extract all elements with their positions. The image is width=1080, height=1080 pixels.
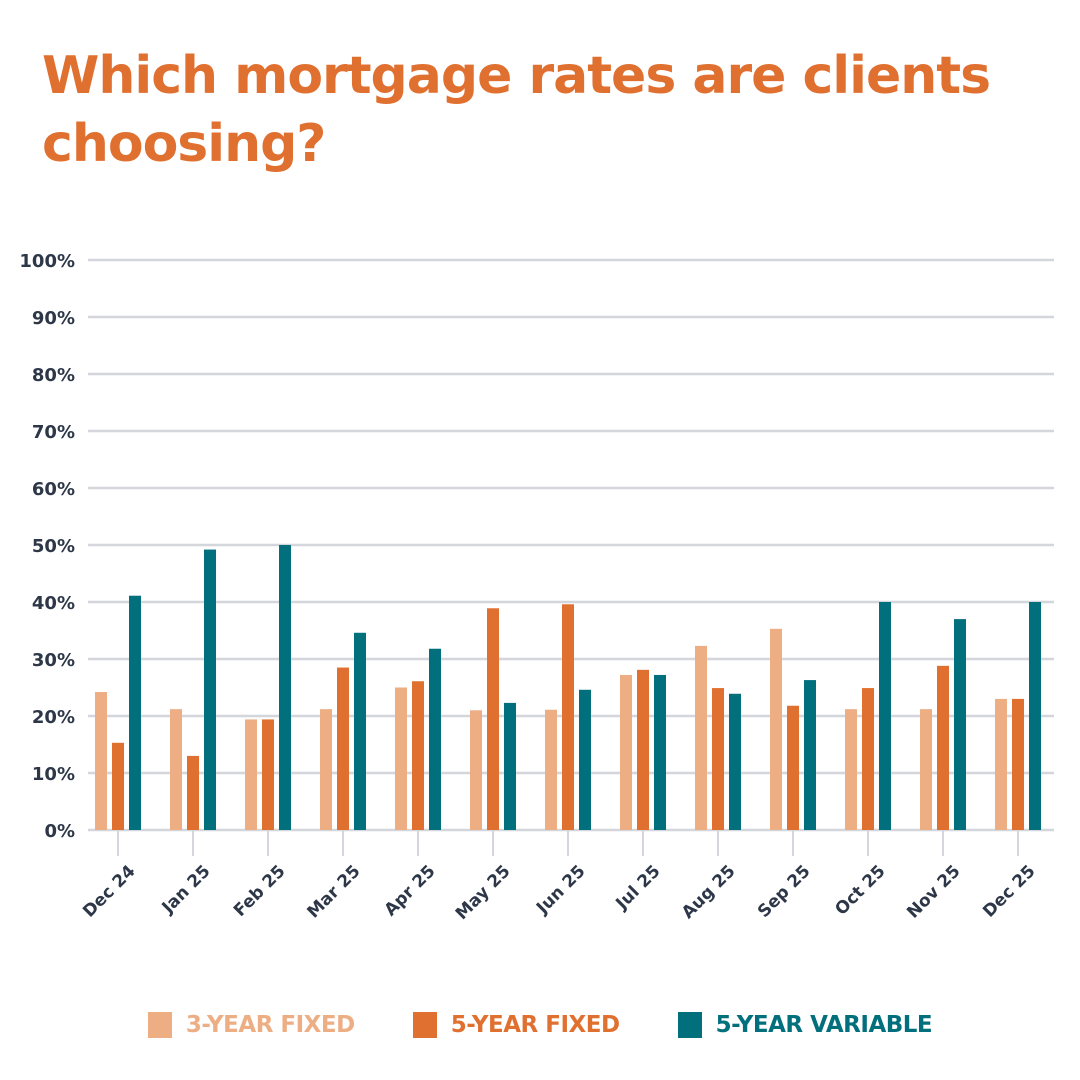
legend: 3-YEAR FIXED 5-YEAR FIXED 5-YEAR VARIABL… <box>0 1012 1080 1038</box>
y-tick-label: 90% <box>32 308 75 329</box>
bar-5-year-variable-mar-25 <box>354 632 366 830</box>
bar-5-year-variable-may-25 <box>504 702 516 830</box>
bar-3-year-fixed-may-25 <box>470 710 482 830</box>
y-tick-label: 10% <box>32 764 75 785</box>
bar-3-year-fixed-sep-25 <box>770 628 782 830</box>
bar-3-year-fixed-apr-25 <box>395 687 407 830</box>
bar-3-year-fixed-jun-25 <box>545 709 557 830</box>
bar-5-year-fixed-apr-25 <box>412 681 424 830</box>
y-tick-label: 70% <box>32 422 75 443</box>
y-tick-label: 60% <box>32 479 75 500</box>
bar-5-year-variable-jul-25 <box>654 674 666 830</box>
bar-5-year-fixed-feb-25 <box>262 719 274 830</box>
chart-title: Which mortgage rates are clients choosin… <box>42 46 991 174</box>
x-tick-label: Feb 25 <box>230 861 290 921</box>
bar-5-year-fixed-jun-25 <box>562 604 574 830</box>
bar-5-year-fixed-dec-25 <box>1012 698 1024 830</box>
gridlines <box>88 258 1054 832</box>
x-tick-label: Jun 25 <box>532 861 589 918</box>
bar-5-year-fixed-jan-25 <box>187 755 199 830</box>
legend-label: 5-YEAR VARIABLE <box>715 1012 933 1038</box>
bar-5-year-variable-jan-25 <box>204 549 216 830</box>
bars <box>95 545 1041 830</box>
bar-5-year-variable-apr-25 <box>429 648 441 830</box>
x-tick-label: Oct 25 <box>831 861 889 919</box>
bar-5-year-fixed-oct-25 <box>862 688 874 830</box>
bar-3-year-fixed-dec-24 <box>95 692 107 830</box>
bar-5-year-fixed-dec-24 <box>112 742 124 830</box>
legend-swatch <box>412 1012 437 1038</box>
legend-item-5-year-fixed: 5-YEAR FIXED <box>412 1012 620 1038</box>
legend-label: 3-YEAR FIXED <box>185 1012 355 1038</box>
bar-chart: 0% 10% 20% 30% 40% 50% 60% 70% 80% 90% 100% Dec 24… <box>19 251 1054 924</box>
bar-5-year-variable-oct-25 <box>879 602 891 830</box>
x-tick-label: Dec 25 <box>979 861 1039 921</box>
bar-3-year-fixed-nov-25 <box>920 709 932 830</box>
bar-3-year-fixed-oct-25 <box>845 709 857 830</box>
bar-5-year-fixed-aug-25 <box>712 688 724 830</box>
y-tick-label: 20% <box>32 707 75 728</box>
legend-item-5-year-variable: 5-YEAR VARIABLE <box>677 1012 933 1038</box>
bar-5-year-fixed-jul-25 <box>637 669 649 830</box>
y-tick-label: 80% <box>32 365 75 386</box>
y-tick-label: 40% <box>32 593 75 614</box>
x-tick-label: Jul 25 <box>612 861 665 914</box>
x-tick-label: Sep 25 <box>754 861 814 921</box>
legend-swatch <box>147 1012 172 1038</box>
bar-5-year-variable-sep-25 <box>804 680 816 830</box>
bar-5-year-fixed-nov-25 <box>937 665 949 830</box>
legend-label: 5-YEAR FIXED <box>450 1012 620 1038</box>
y-axis-ticks: 0% 10% 20% 30% 40% 50% 60% 70% 80% 90% 100% <box>19 251 75 842</box>
bar-5-year-variable-dec-24 <box>129 595 141 830</box>
bar-5-year-variable-dec-25 <box>1029 602 1041 830</box>
x-tick-label: Mar 25 <box>303 861 364 922</box>
bar-5-year-variable-feb-25 <box>279 545 291 830</box>
bar-5-year-variable-aug-25 <box>729 693 741 830</box>
bar-3-year-fixed-dec-25 <box>995 698 1007 830</box>
legend-swatch <box>677 1012 702 1038</box>
bar-5-year-fixed-may-25 <box>487 608 499 830</box>
x-tick-label: Nov 25 <box>903 861 964 922</box>
x-axis-ticks: Dec 24 Jan 25 Feb 25 Mar 25 Apr 25 May 25 Jun … <box>79 830 1040 924</box>
y-tick-label: 50% <box>32 536 75 557</box>
x-tick-label: Aug 25 <box>678 861 740 923</box>
bar-3-year-fixed-jan-25 <box>170 709 182 830</box>
y-tick-label: 0% <box>44 821 75 842</box>
x-tick-label: Jan 25 <box>158 861 215 918</box>
bar-5-year-fixed-sep-25 <box>787 705 799 830</box>
bar-3-year-fixed-aug-25 <box>695 645 707 830</box>
bar-3-year-fixed-jul-25 <box>620 674 632 830</box>
bar-3-year-fixed-feb-25 <box>245 719 257 830</box>
y-tick-label: 30% <box>32 650 75 671</box>
bar-5-year-fixed-mar-25 <box>337 667 349 830</box>
legend-item-3-year-fixed: 3-YEAR FIXED <box>147 1012 355 1038</box>
bar-5-year-variable-jun-25 <box>579 689 591 830</box>
y-tick-label: 100% <box>19 251 75 272</box>
x-tick-label: Dec 24 <box>79 861 139 921</box>
bar-5-year-variable-nov-25 <box>954 619 966 830</box>
bar-3-year-fixed-mar-25 <box>320 709 332 830</box>
x-tick-label: May 25 <box>452 861 515 924</box>
x-tick-label: Apr 25 <box>381 861 440 920</box>
